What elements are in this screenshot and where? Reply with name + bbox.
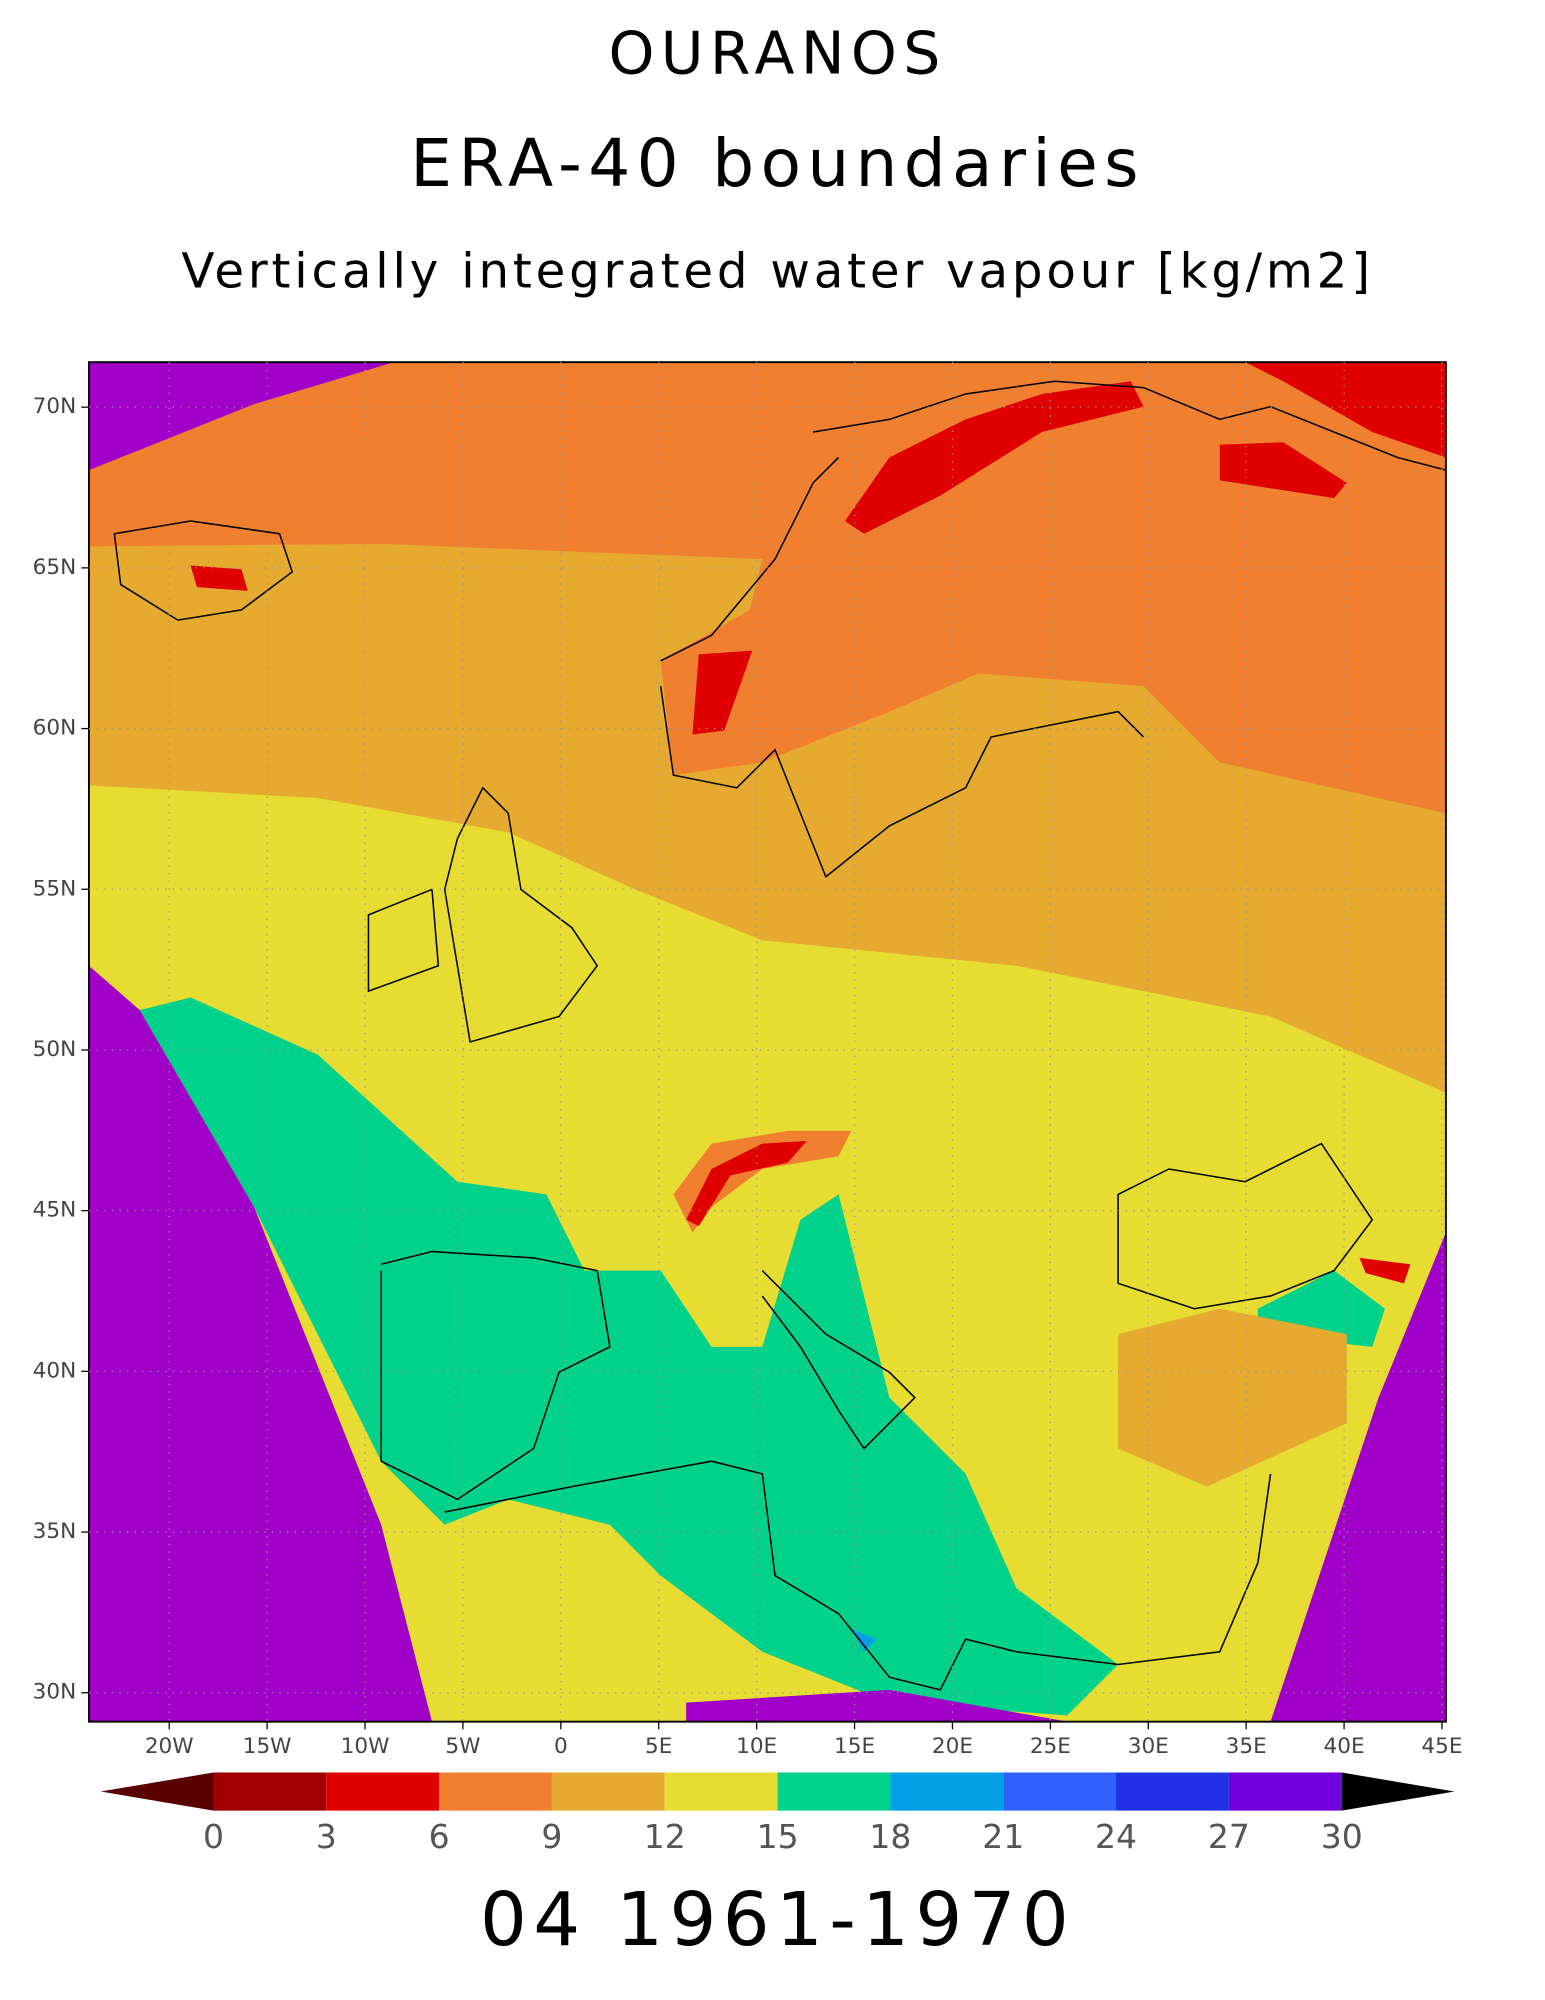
colorbar-label: 21 <box>982 1817 1024 1856</box>
colorbar-segment <box>439 1772 552 1811</box>
colorbar-segment <box>1003 1772 1117 1811</box>
y-tick-label: 40N <box>33 1358 77 1383</box>
x-tick-label: 20W <box>145 1734 194 1759</box>
map <box>87 361 1447 1723</box>
colorbar-end <box>1341 1772 1455 1811</box>
colorbar-label: 24 <box>1095 1817 1137 1856</box>
subtitle: ERA-40 boundaries <box>410 125 1145 202</box>
x-tick-label: 35E <box>1226 1734 1267 1759</box>
field-purple <box>88 965 432 1722</box>
field-purple <box>88 362 394 471</box>
x-tick-label: 5W <box>445 1734 480 1759</box>
y-tick-label: 60N <box>33 716 77 741</box>
colorbar-end <box>100 1772 214 1811</box>
field-ochre <box>1118 1308 1347 1487</box>
x-tick-label: 10E <box>736 1734 777 1759</box>
y-tick-label: 65N <box>33 555 77 580</box>
colorbar: 0 3 6 9 12 15 18 21 24 27 30 <box>100 1772 1455 1856</box>
coastlines <box>113 380 1446 1691</box>
x-tick-label: 10W <box>341 1734 390 1759</box>
field-red <box>844 381 1144 534</box>
map-frame <box>87 361 1447 1723</box>
x-tick-label: 5E <box>645 1734 672 1759</box>
x-tick-label: 40E <box>1324 1734 1365 1759</box>
x-tick-label: 45E <box>1421 1734 1462 1759</box>
footer: 04 1961-1970 <box>480 1878 1075 1963</box>
field-red <box>1359 1257 1411 1284</box>
y-tick-label: 35N <box>33 1519 77 1544</box>
field-red <box>686 1141 807 1227</box>
field-purple <box>1270 1232 1446 1722</box>
x-tick-label: 25E <box>1030 1734 1071 1759</box>
field-red <box>692 650 753 735</box>
colorbar-segment <box>1116 1772 1229 1811</box>
colorbar-label: 3 <box>316 1817 337 1856</box>
colorbar-label: 15 <box>757 1817 799 1856</box>
x-tick-label: 20E <box>932 1734 973 1759</box>
title: OURANOS <box>608 19 946 87</box>
colorbar-label: 9 <box>541 1817 562 1856</box>
colorbar-segment <box>326 1772 440 1811</box>
colorbar-label: 27 <box>1208 1817 1250 1856</box>
field-blue <box>851 1628 877 1652</box>
y-tick-label: 55N <box>33 876 77 901</box>
y-tick-label: 30N <box>33 1680 77 1705</box>
field-red <box>190 565 248 591</box>
x-tick-label: 30E <box>1128 1734 1169 1759</box>
colorbar-segment <box>1228 1772 1342 1811</box>
colorbar-segment <box>213 1772 327 1811</box>
colorbar-segment <box>664 1772 778 1811</box>
colorbar-label: 30 <box>1321 1817 1363 1856</box>
colorbar-label: 18 <box>869 1817 911 1856</box>
field-purple <box>686 1689 1068 1722</box>
colorbar-segment <box>551 1772 665 1811</box>
colorbar-label: 0 <box>203 1817 224 1856</box>
y-tick-label: 70N <box>33 394 77 419</box>
colorbar-segment <box>890 1772 1004 1811</box>
colorbar-label: 6 <box>429 1817 450 1856</box>
y-tick-label: 50N <box>33 1037 77 1062</box>
field-red <box>1219 442 1347 499</box>
colorbar-segment <box>777 1772 891 1811</box>
x-tick-label: 15E <box>834 1734 875 1759</box>
x-tick-label: 0 <box>554 1734 568 1759</box>
colorbar-label: 12 <box>644 1817 686 1856</box>
x-tick-label: 15W <box>243 1734 292 1759</box>
field-red <box>1245 362 1446 458</box>
variable: Vertically integrated water vapour [kg/m… <box>181 244 1374 300</box>
field-orange <box>673 1130 852 1233</box>
field-green <box>139 997 1119 1716</box>
y-tick-label: 45N <box>33 1198 77 1223</box>
